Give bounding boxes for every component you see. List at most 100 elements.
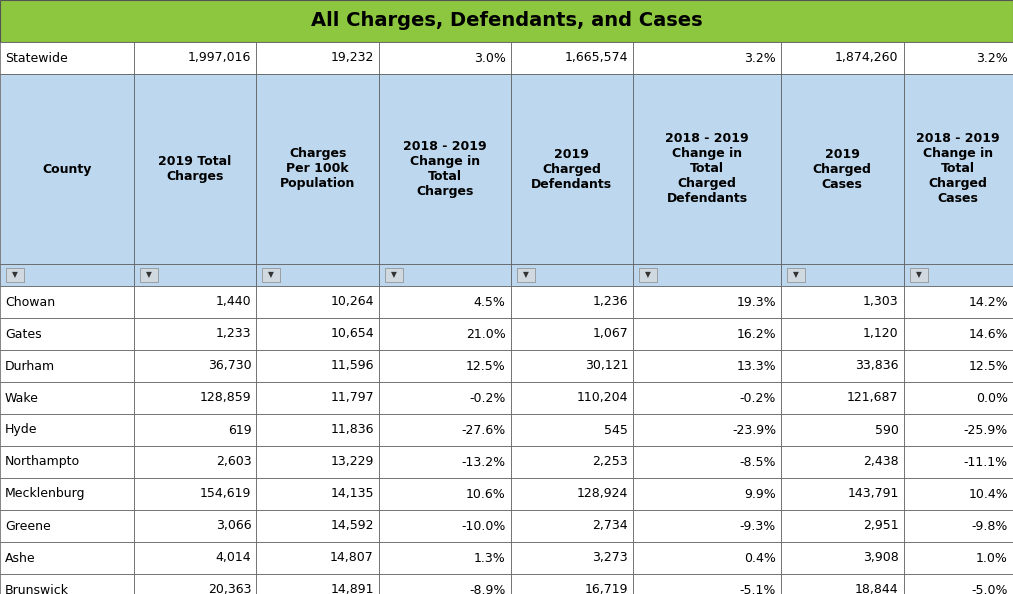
Bar [633, 42, 781, 74]
Bar [256, 42, 379, 74]
Text: 2,734: 2,734 [593, 520, 628, 532]
Text: Northampto: Northampto [5, 456, 80, 469]
Text: 12.5%: 12.5% [968, 359, 1008, 372]
Text: Chowan: Chowan [5, 295, 55, 308]
Bar [379, 42, 511, 74]
Bar [633, 350, 781, 382]
Text: 12.5%: 12.5% [466, 359, 505, 372]
Bar [633, 574, 781, 594]
Text: Wake: Wake [5, 391, 38, 405]
Bar [781, 350, 904, 382]
Bar [379, 542, 511, 574]
Bar [781, 42, 904, 74]
Text: ▼: ▼ [916, 270, 922, 280]
Bar [511, 42, 633, 74]
Text: Brunswick: Brunswick [5, 583, 69, 594]
Text: 619: 619 [228, 424, 251, 437]
Bar [0, 74, 134, 264]
Text: 11,596: 11,596 [330, 359, 374, 372]
Bar [511, 382, 633, 414]
Bar [134, 350, 256, 382]
Text: Hyde: Hyde [5, 424, 37, 437]
Bar [511, 414, 633, 446]
Bar [134, 574, 256, 594]
Text: 1,997,016: 1,997,016 [188, 52, 251, 65]
Text: 3.0%: 3.0% [474, 52, 505, 65]
Bar [140, 268, 158, 282]
Bar [256, 446, 379, 478]
Text: 1,233: 1,233 [216, 327, 251, 340]
Bar [781, 414, 904, 446]
Text: -8.9%: -8.9% [469, 583, 505, 594]
Text: 13.3%: 13.3% [736, 359, 776, 372]
Bar [0, 542, 134, 574]
Bar [787, 268, 805, 282]
Bar [134, 74, 256, 264]
Bar [511, 478, 633, 510]
Text: 14,891: 14,891 [330, 583, 374, 594]
Text: -10.0%: -10.0% [461, 520, 505, 532]
Bar [0, 350, 134, 382]
Bar [639, 268, 657, 282]
Bar [904, 350, 1013, 382]
Bar [262, 268, 281, 282]
Text: 11,797: 11,797 [330, 391, 374, 405]
Text: ▼: ▼ [793, 270, 799, 280]
Bar [134, 42, 256, 74]
Text: 2,438: 2,438 [863, 456, 899, 469]
Bar [379, 574, 511, 594]
Bar [781, 510, 904, 542]
Bar [633, 318, 781, 350]
Bar [781, 574, 904, 594]
Bar [904, 318, 1013, 350]
Text: County: County [43, 163, 91, 175]
Text: ▼: ▼ [146, 270, 152, 280]
Text: 19,232: 19,232 [330, 52, 374, 65]
Bar [379, 414, 511, 446]
Bar [633, 264, 781, 286]
Text: 16.2%: 16.2% [736, 327, 776, 340]
Bar [379, 74, 511, 264]
Text: ▼: ▼ [391, 270, 397, 280]
Text: Ashe: Ashe [5, 551, 35, 564]
Text: 13,229: 13,229 [330, 456, 374, 469]
Text: ▼: ▼ [523, 270, 529, 280]
Bar [256, 478, 379, 510]
Text: 2019
Charged
Defendants: 2019 Charged Defendants [531, 147, 613, 191]
Text: 11,836: 11,836 [330, 424, 374, 437]
Bar [781, 382, 904, 414]
Bar [633, 446, 781, 478]
Bar [379, 350, 511, 382]
Text: Mecklenburg: Mecklenburg [5, 488, 85, 501]
Bar [781, 264, 904, 286]
Bar [256, 74, 379, 264]
Bar [385, 268, 403, 282]
Text: 1,440: 1,440 [216, 295, 251, 308]
Text: 128,859: 128,859 [200, 391, 251, 405]
Text: -0.2%: -0.2% [739, 391, 776, 405]
Text: 1,067: 1,067 [593, 327, 628, 340]
Bar [134, 414, 256, 446]
Bar [904, 542, 1013, 574]
Bar [517, 268, 535, 282]
Text: 2019
Charged
Cases: 2019 Charged Cases [812, 147, 872, 191]
Text: ▼: ▼ [12, 270, 18, 280]
Text: 3,273: 3,273 [593, 551, 628, 564]
Text: 14,592: 14,592 [330, 520, 374, 532]
Text: 20,363: 20,363 [208, 583, 251, 594]
Text: -25.9%: -25.9% [963, 424, 1008, 437]
Bar [904, 446, 1013, 478]
Text: 2019 Total
Charges: 2019 Total Charges [158, 155, 232, 183]
Text: -0.2%: -0.2% [469, 391, 505, 405]
Text: 143,791: 143,791 [847, 488, 899, 501]
Bar [910, 268, 928, 282]
Bar [256, 510, 379, 542]
Text: 10.6%: 10.6% [466, 488, 505, 501]
Text: 2,951: 2,951 [863, 520, 899, 532]
Bar [256, 382, 379, 414]
Bar [904, 478, 1013, 510]
Bar [781, 318, 904, 350]
Bar [379, 286, 511, 318]
Bar [256, 542, 379, 574]
Text: 14.2%: 14.2% [968, 295, 1008, 308]
